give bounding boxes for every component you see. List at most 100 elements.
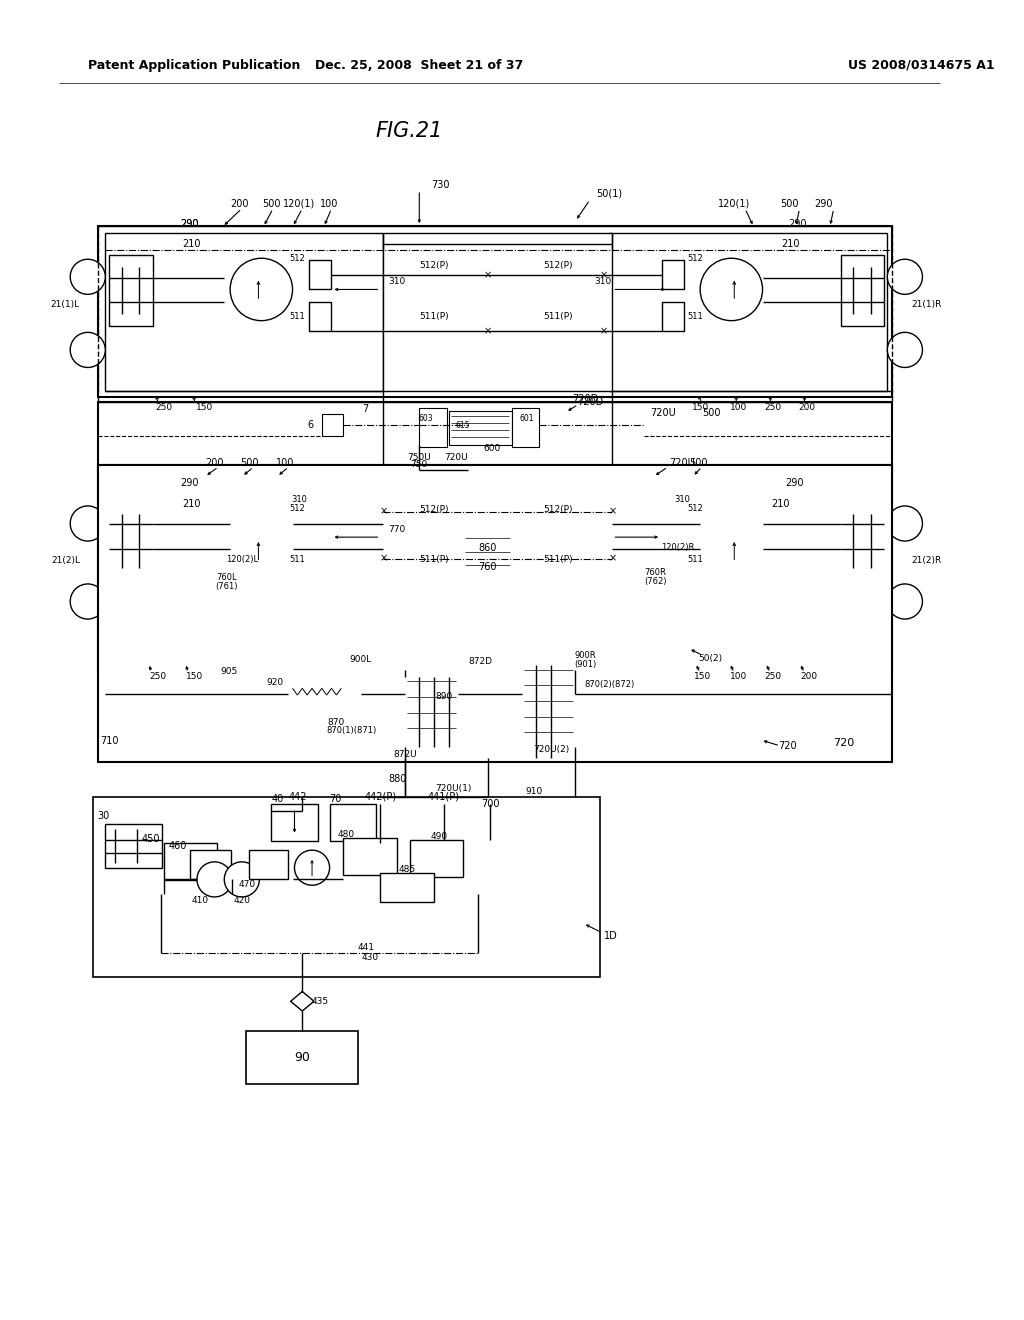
Text: 720U: 720U xyxy=(444,453,468,462)
Text: 720U: 720U xyxy=(669,458,694,469)
Text: 470: 470 xyxy=(239,879,255,888)
Text: 720U(2): 720U(2) xyxy=(532,746,569,754)
Text: 512: 512 xyxy=(687,253,703,263)
Text: 900L: 900L xyxy=(349,656,372,664)
Text: 512(P): 512(P) xyxy=(419,260,449,269)
Text: 100: 100 xyxy=(321,198,339,209)
Text: ×: × xyxy=(483,269,492,280)
Text: 700: 700 xyxy=(481,800,500,809)
Text: 290: 290 xyxy=(788,219,807,230)
Text: 200: 200 xyxy=(801,672,818,681)
Text: 730: 730 xyxy=(431,180,450,190)
Circle shape xyxy=(700,259,763,321)
Circle shape xyxy=(71,506,105,541)
Text: 511: 511 xyxy=(687,556,703,564)
Text: 90: 90 xyxy=(294,1051,310,1064)
Bar xyxy=(97,465,892,669)
Text: ×: × xyxy=(599,326,607,337)
Bar xyxy=(249,850,288,879)
Text: 250: 250 xyxy=(765,403,782,412)
Circle shape xyxy=(71,583,105,619)
Bar xyxy=(663,546,684,576)
Text: 511(P): 511(P) xyxy=(543,556,572,564)
Text: 21(1)R: 21(1)R xyxy=(911,300,942,309)
Text: 150: 150 xyxy=(691,403,709,412)
Text: 720U: 720U xyxy=(650,408,676,418)
Bar xyxy=(841,255,885,326)
Bar xyxy=(383,232,612,391)
Text: 290: 290 xyxy=(180,478,199,487)
Text: 290: 290 xyxy=(180,219,199,230)
Text: 21(2)L: 21(2)L xyxy=(51,556,80,565)
Text: 442: 442 xyxy=(288,792,306,801)
Bar xyxy=(841,502,885,579)
Circle shape xyxy=(888,506,923,541)
Text: Dec. 25, 2008  Sheet 21 of 37: Dec. 25, 2008 Sheet 21 of 37 xyxy=(315,58,523,71)
Text: 512(P): 512(P) xyxy=(419,506,449,515)
Text: 760L: 760L xyxy=(216,573,237,582)
Text: 720D: 720D xyxy=(577,396,603,407)
Text: 290: 290 xyxy=(815,198,834,209)
Circle shape xyxy=(230,520,293,582)
Bar xyxy=(97,465,892,763)
Text: 870(1)(871): 870(1)(871) xyxy=(326,726,376,735)
Bar xyxy=(663,507,684,536)
Bar xyxy=(383,475,612,665)
Text: 720D: 720D xyxy=(572,393,598,404)
Text: 150: 150 xyxy=(693,672,711,681)
Text: 900R: 900R xyxy=(574,651,596,660)
Text: 512(P): 512(P) xyxy=(543,260,572,269)
Bar xyxy=(246,1031,357,1084)
Text: 120(2)R: 120(2)R xyxy=(662,544,694,552)
Text: 750: 750 xyxy=(411,461,428,470)
Bar xyxy=(288,680,360,710)
Text: 511: 511 xyxy=(687,313,703,321)
Text: 310: 310 xyxy=(675,495,690,504)
Text: 100: 100 xyxy=(729,403,746,412)
Circle shape xyxy=(230,259,293,321)
Text: 30: 30 xyxy=(97,810,110,821)
Bar xyxy=(410,841,463,878)
Text: 760R: 760R xyxy=(644,568,667,577)
Text: 750U: 750U xyxy=(408,453,431,462)
Bar xyxy=(463,533,512,582)
Text: 512(P): 512(P) xyxy=(543,506,572,515)
Bar xyxy=(110,255,154,326)
Text: 870(2)(872): 870(2)(872) xyxy=(585,680,635,689)
Bar xyxy=(105,475,383,665)
Text: 500: 500 xyxy=(262,198,281,209)
Text: ×: × xyxy=(608,553,616,564)
Text: 290: 290 xyxy=(180,219,199,230)
Text: 310: 310 xyxy=(594,277,611,286)
Circle shape xyxy=(888,583,923,619)
Bar xyxy=(271,804,317,841)
Bar xyxy=(609,475,888,665)
Text: 120(2)L: 120(2)L xyxy=(225,556,258,564)
Text: 460: 460 xyxy=(169,841,187,851)
Text: 485: 485 xyxy=(399,865,416,874)
Text: ×: × xyxy=(379,553,387,564)
Circle shape xyxy=(71,259,105,294)
Text: 511: 511 xyxy=(290,313,305,321)
Bar xyxy=(105,824,162,867)
Text: 442(P): 442(P) xyxy=(365,792,396,801)
Text: 410: 410 xyxy=(191,896,209,906)
Bar xyxy=(609,232,888,391)
Circle shape xyxy=(700,520,763,582)
Bar xyxy=(322,414,343,436)
Text: US 2008/0314675 A1: US 2008/0314675 A1 xyxy=(848,58,995,71)
Text: 905: 905 xyxy=(220,667,238,676)
Text: 720: 720 xyxy=(833,738,854,748)
Text: 920: 920 xyxy=(266,678,284,686)
Bar xyxy=(164,843,217,880)
Text: 50(1): 50(1) xyxy=(596,189,623,199)
Bar xyxy=(663,302,684,331)
Text: ×: × xyxy=(608,507,616,517)
Text: 435: 435 xyxy=(311,997,329,1006)
Text: 603: 603 xyxy=(419,413,433,422)
Text: 615: 615 xyxy=(456,421,470,430)
Text: 500: 500 xyxy=(780,198,799,209)
Text: 200: 200 xyxy=(205,458,224,469)
Text: 500: 500 xyxy=(702,408,721,418)
Text: 200: 200 xyxy=(230,198,249,209)
